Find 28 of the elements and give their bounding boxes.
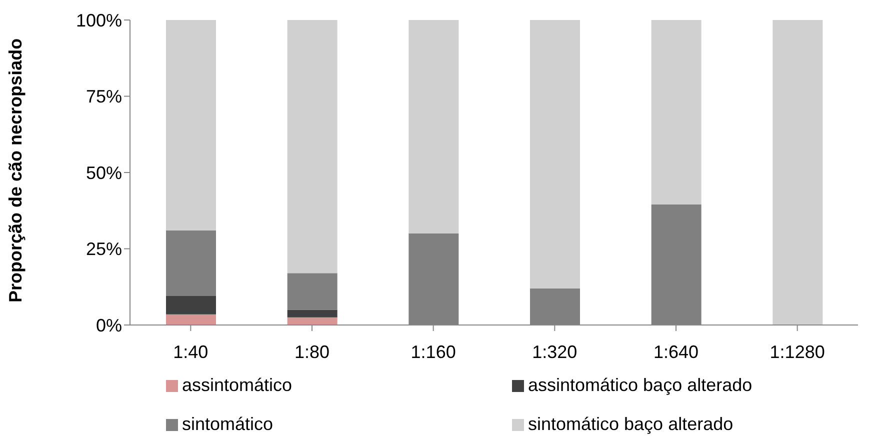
y-axis-title: Proporção de cão necropsiado	[5, 38, 26, 302]
bar	[772, 20, 823, 325]
x-tick-label: 1:80	[294, 342, 330, 362]
bar	[530, 20, 580, 288]
x-tick-label: 1:640	[653, 342, 699, 362]
y-tick-label: 100%	[76, 10, 122, 30]
x-tick-label: 1:40	[173, 342, 208, 362]
bar	[166, 314, 216, 325]
bar	[287, 317, 338, 325]
legend-label: assintomático	[182, 375, 292, 396]
x-tick-label: 1:160	[410, 342, 456, 362]
legend-label: sintomático baço alterado	[528, 414, 734, 435]
y-tick-label: 0%	[96, 315, 122, 336]
bar	[408, 20, 459, 234]
bar	[287, 273, 338, 310]
bar	[287, 20, 338, 274]
x-tick-label: 1:1280	[770, 342, 825, 362]
y-tick-label: 75%	[86, 86, 122, 107]
x-tick-label: 1:320	[532, 342, 578, 362]
y-tick-label: 25%	[86, 239, 122, 260]
bar	[166, 230, 216, 296]
bar	[166, 20, 216, 230]
legend-label: assintomático baço alterado	[528, 375, 752, 396]
y-tick-label: 50%	[86, 162, 122, 183]
legend-label: sintomático	[182, 414, 274, 435]
bar	[166, 296, 216, 314]
bar	[651, 20, 702, 205]
bar	[287, 310, 338, 318]
